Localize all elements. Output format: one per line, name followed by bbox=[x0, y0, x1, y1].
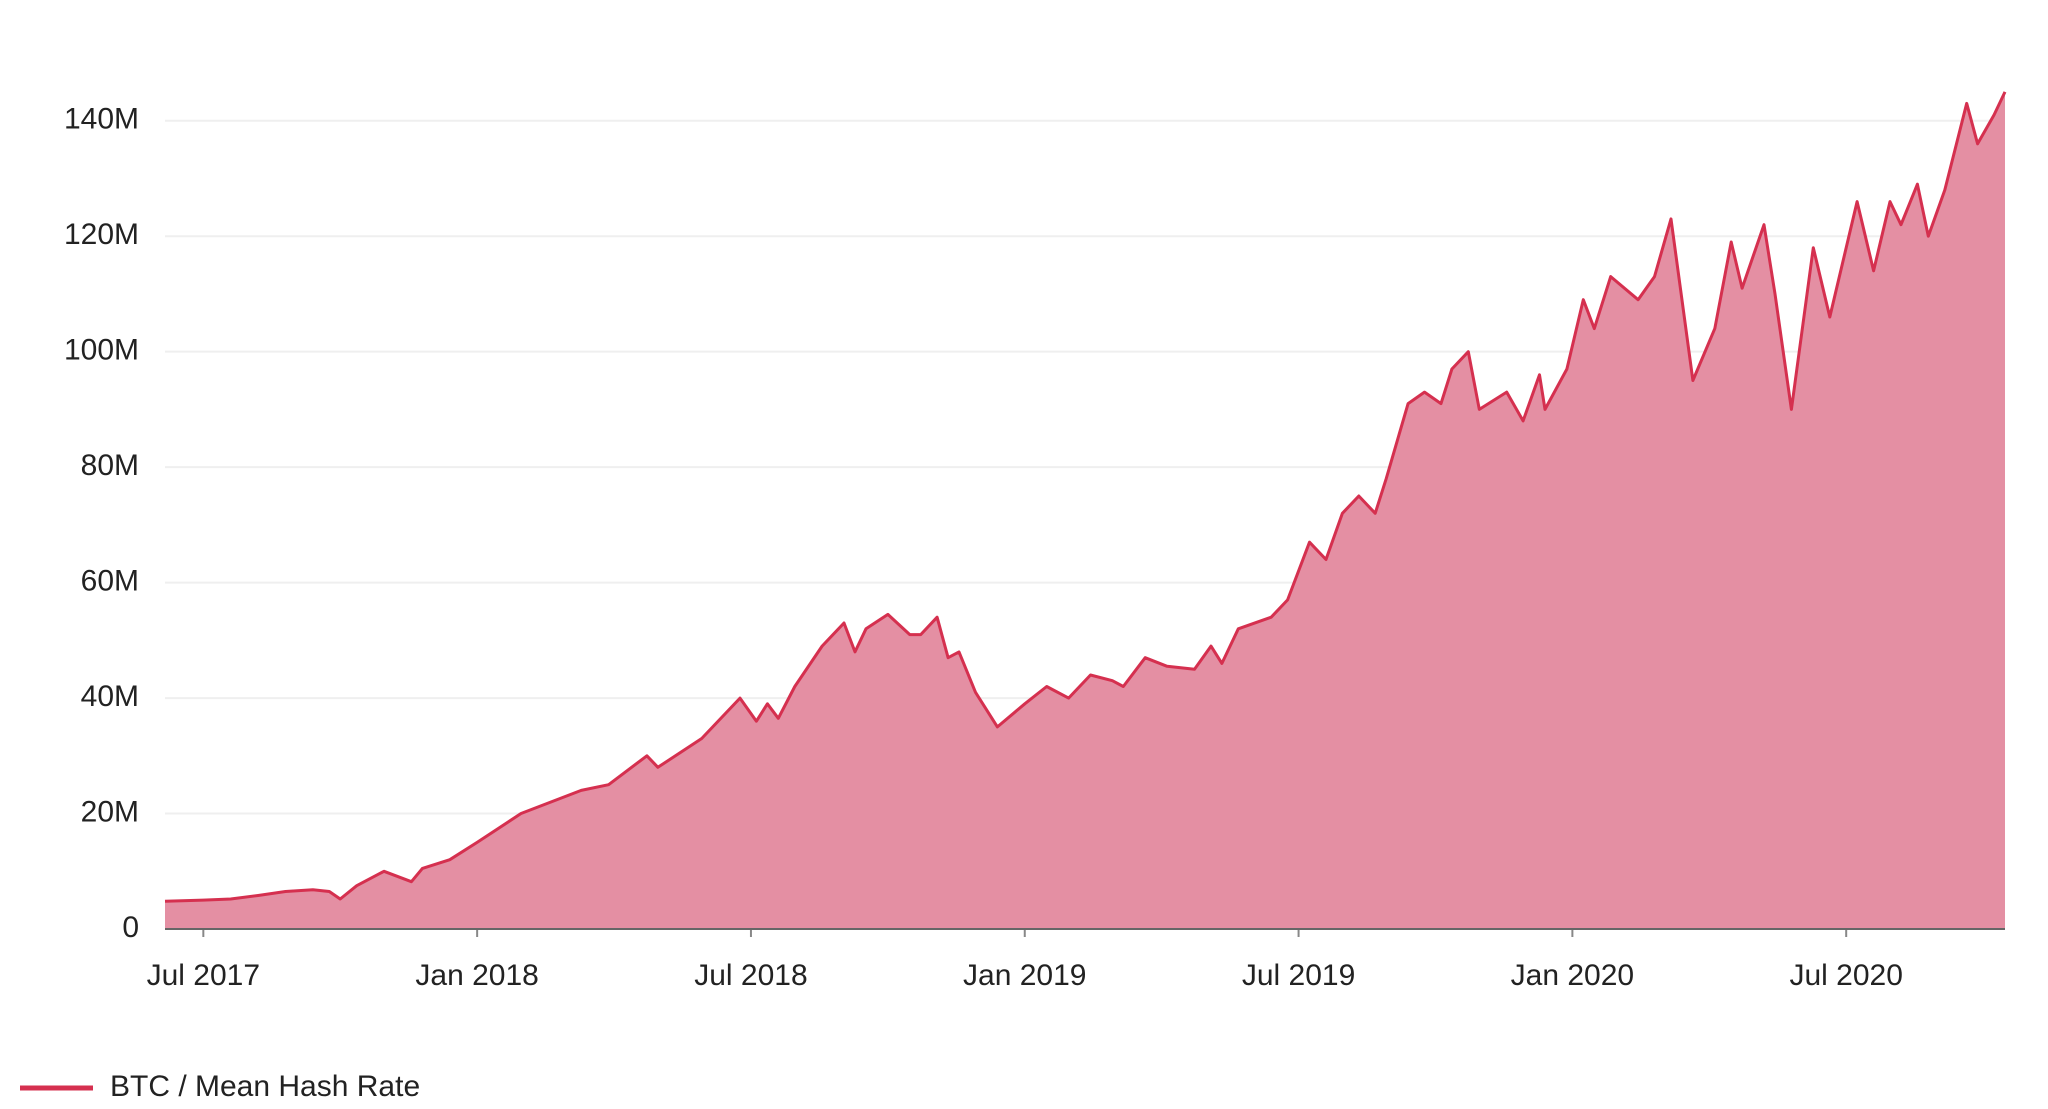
x-tick-label: Jan 2018 bbox=[415, 959, 538, 992]
y-tick-label: 60M bbox=[81, 565, 139, 598]
y-tick-label: 120M bbox=[64, 218, 139, 251]
y-tick-label: 140M bbox=[64, 103, 139, 136]
x-tick-label: Jul 2019 bbox=[1242, 959, 1355, 992]
y-tick-label: 20M bbox=[81, 795, 139, 828]
area bbox=[165, 91, 2005, 929]
x-tick-label: Jul 2020 bbox=[1789, 959, 1902, 992]
line bbox=[164, 91, 2007, 903]
y-tick-label: 80M bbox=[81, 449, 139, 482]
y-tick-label: 0 bbox=[122, 911, 139, 944]
y-tick-label: 100M bbox=[64, 334, 139, 367]
y-tick-label: 40M bbox=[81, 680, 139, 713]
x-tick-label: Jul 2017 bbox=[147, 959, 260, 992]
x-tick-label: Jan 2019 bbox=[963, 959, 1086, 992]
x-tick-label: Jan 2020 bbox=[1511, 959, 1634, 992]
x-tick-label: Jul 2018 bbox=[694, 959, 807, 992]
legend-label: BTC / Mean Hash Rate bbox=[110, 1070, 420, 1103]
